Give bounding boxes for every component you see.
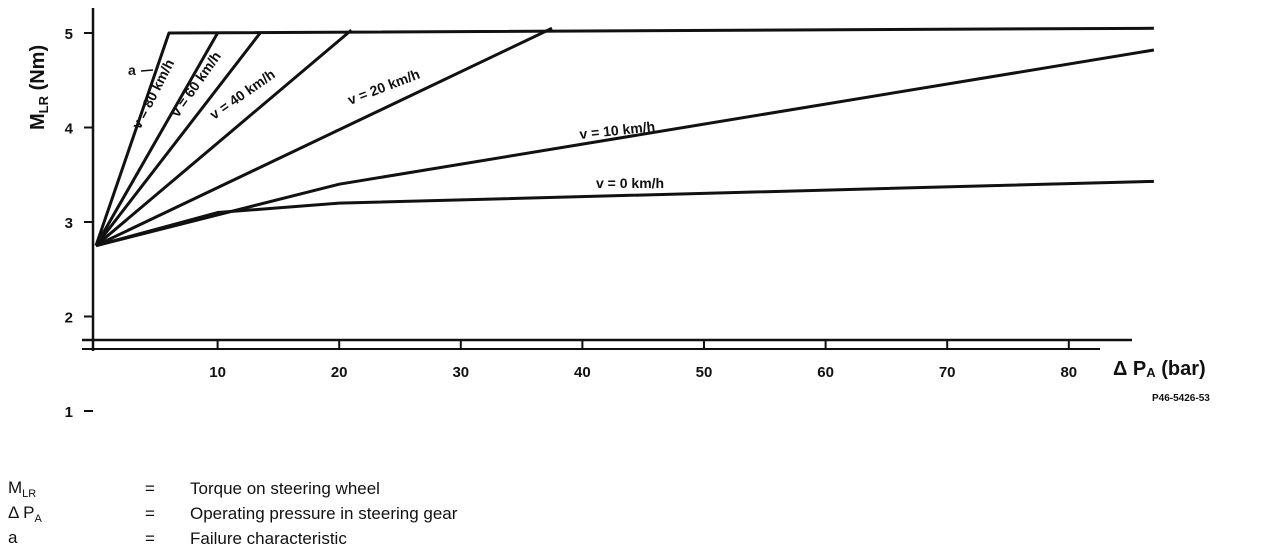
curve-series-2 <box>94 32 262 247</box>
x-tick-label: 70 <box>939 364 956 381</box>
label-v0: v = 0 km/h <box>596 175 664 191</box>
y-tick-label: 2 <box>65 310 73 327</box>
legend-description: Operating pressure in steering gear <box>190 503 458 523</box>
chart-plot: 1 2 3 4 5 10 20 30 40 50 60 70 80 a v = 80 km/h v =… <box>27 8 1210 421</box>
x-tick-label: 10 <box>209 364 226 381</box>
legend-equals: = <box>145 503 155 523</box>
legend-description: Torque on steering wheel <box>190 478 380 498</box>
y-tick-label: 4 <box>65 121 74 138</box>
y-tick-label: 1 <box>65 404 73 421</box>
curve-series-0 <box>94 26 1154 247</box>
x-tick-label: 30 <box>452 364 469 381</box>
legend-equals: = <box>145 478 155 498</box>
label-v40: v = 40 km/h <box>207 66 278 123</box>
x-tick-label: 60 <box>817 364 834 381</box>
x-tick-label: 40 <box>574 364 591 381</box>
curve-series-5 <box>95 48 1155 248</box>
legend-description: Failure characteristic <box>190 528 347 548</box>
figure-code: P46-5426-53 <box>1152 393 1210 404</box>
curve-series-1 <box>94 32 219 247</box>
legend-row-pressure: Δ PA = Operating pressure in steering ge… <box>8 501 457 526</box>
legend-row-failure: a = Failure characteristic <box>8 526 457 551</box>
x-tick-label: 80 <box>1060 364 1077 381</box>
axes <box>82 8 1132 351</box>
legend-symbol: Δ PA <box>8 502 42 525</box>
label-failure: a <box>128 62 136 78</box>
legend-symbol: a <box>8 527 18 547</box>
curve-labels: a v = 80 km/h v = 60 km/h v = 40 km/h v … <box>128 48 664 191</box>
x-ticks: 10 20 30 40 50 60 70 80 <box>209 340 1077 381</box>
label-v20: v = 20 km/h <box>345 66 422 108</box>
y-tick-label: 5 <box>65 26 73 43</box>
curve-series-3 <box>95 29 353 247</box>
y-ticks: 1 2 3 4 5 <box>65 26 93 421</box>
legend-symbol: MLR <box>8 477 37 500</box>
x-tick-label: 50 <box>696 364 713 381</box>
y-tick-label: 3 <box>65 215 73 232</box>
curve-series-4 <box>95 26 553 247</box>
legend-equals: = <box>145 528 155 548</box>
legend-row-torque: MLR = Torque on steering wheel <box>8 476 457 501</box>
label-failure-leader <box>140 69 154 72</box>
x-tick-label: 20 <box>331 364 348 381</box>
y-axis-title: MLR (Nm) <box>27 45 51 130</box>
label-v10: v = 10 km/h <box>579 118 656 142</box>
x-axis-title: Δ PA (bar) <box>1113 358 1206 380</box>
curves <box>94 26 1155 248</box>
curve-series-6 <box>95 179 1154 248</box>
legend: MLR = Torque on steering wheel Δ PA = Op… <box>8 476 457 551</box>
